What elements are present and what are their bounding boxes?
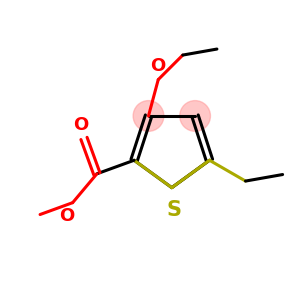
Circle shape [180,100,210,131]
Text: O: O [74,116,88,134]
Circle shape [133,100,164,131]
Text: S: S [166,200,181,220]
Text: O: O [59,207,74,225]
Text: O: O [151,57,166,75]
